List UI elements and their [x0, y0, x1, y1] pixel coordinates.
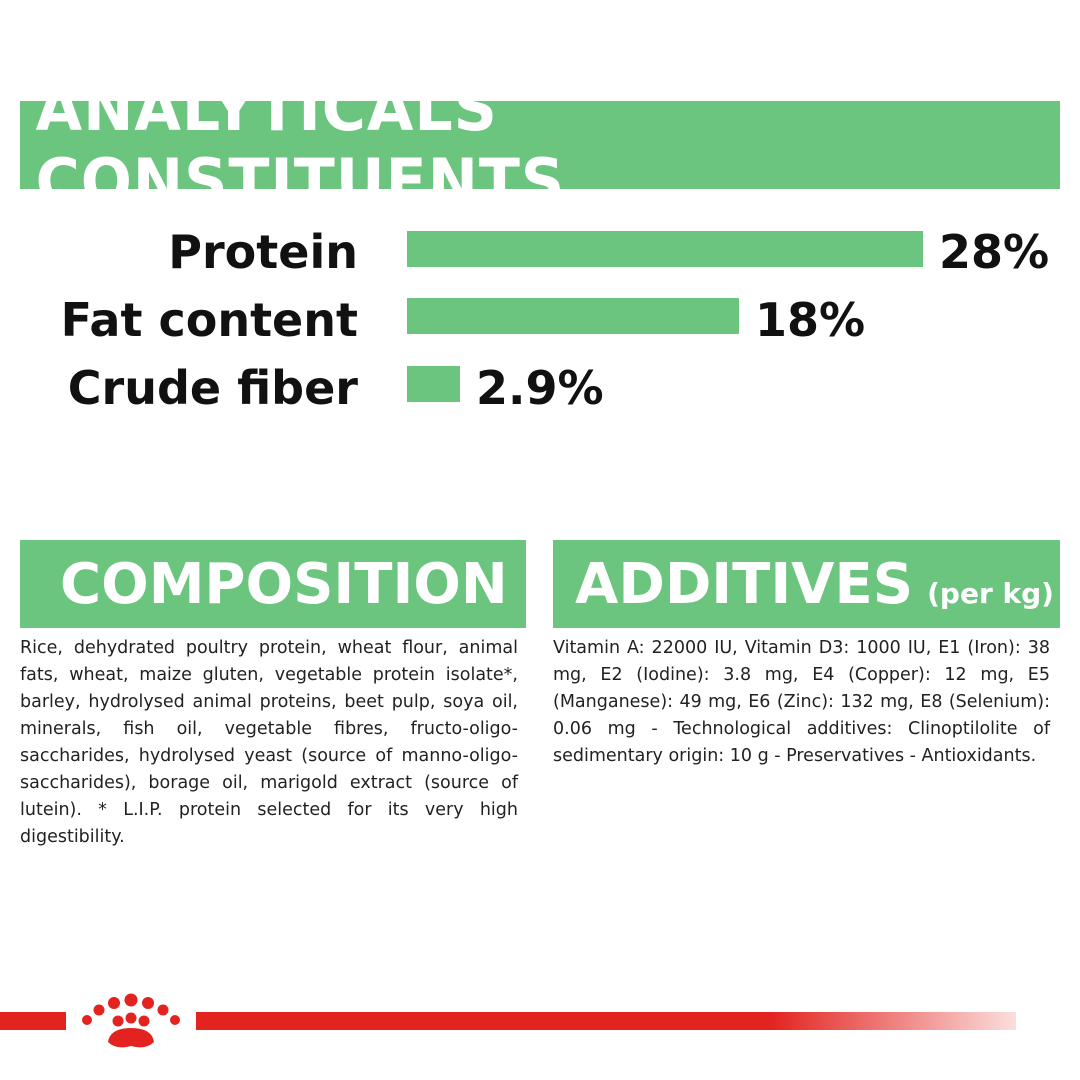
- additives-text: Vitamin A: 22000 IU, Vitamin D3: 1000 IU…: [553, 638, 1050, 766]
- protein-bar: [407, 231, 923, 267]
- analytics-header: ANALYTICALS CONSTITUENTS: [20, 72, 1060, 218]
- protein-value: 28%: [939, 225, 1050, 279]
- composition-text: Rice, dehydrated poultry protein, wheat …: [20, 638, 518, 847]
- footer-line-right: [196, 1012, 1016, 1030]
- analytics-title: ANALYTICALS CONSTITUENTS: [35, 72, 566, 218]
- fat-content-label: Fat content: [60, 293, 358, 347]
- crown-paw-logo-icon: [82, 993, 180, 1048]
- crude-fiber-bar: [407, 366, 460, 402]
- composition-header: COMPOSITION: [20, 540, 526, 628]
- footer-line-left: [0, 1012, 66, 1030]
- crude-fiber-value: 2.9%: [476, 361, 604, 415]
- crude-fiber-label: Crude fiber: [67, 361, 358, 415]
- protein-label: Protein: [168, 225, 358, 279]
- additives-title: ADDITIVES: [575, 551, 914, 617]
- fat-content-bar: [407, 298, 739, 334]
- composition-title: COMPOSITION: [60, 551, 508, 617]
- fat-content-value: 18%: [755, 293, 866, 347]
- additives-subtitle: (per kg): [927, 576, 1054, 610]
- additives-header: ADDITIVES (per kg): [553, 540, 1060, 628]
